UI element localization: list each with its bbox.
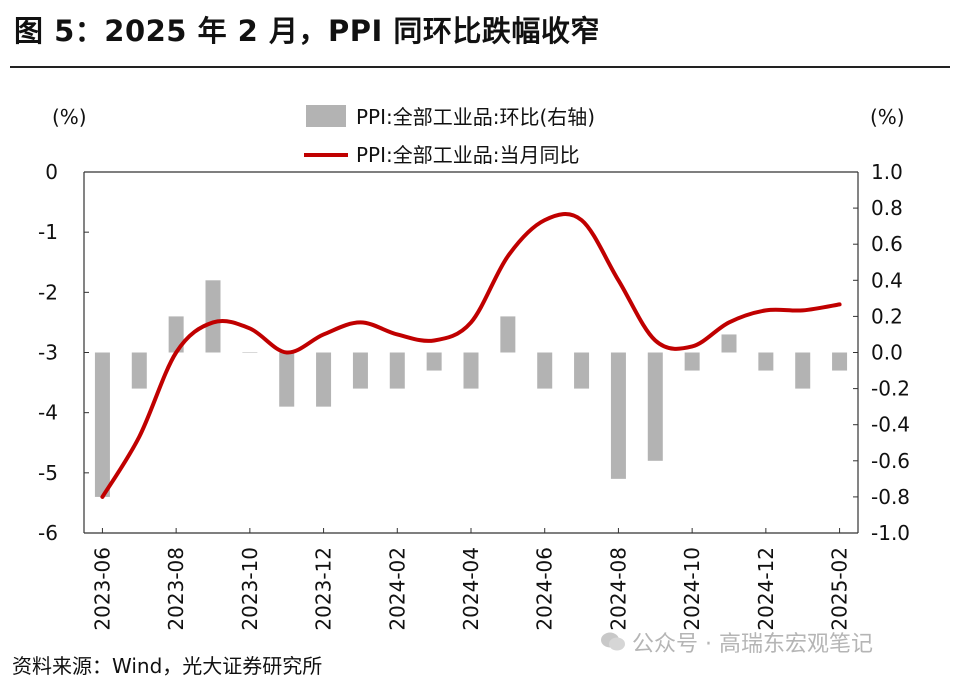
right-tick-label: -0.6 <box>871 449 910 473</box>
right-tick-label: -0.8 <box>871 485 910 509</box>
bar-mom-2024-05 <box>500 316 516 353</box>
bar-mom-2025-01 <box>795 352 811 389</box>
legend-label-mom: PPI:全部工业品:环比(右轴) <box>356 105 595 129</box>
x-tick-label: 2023-10 <box>238 547 262 631</box>
x-tick-label: 2024-12 <box>754 547 778 631</box>
right-tick-label: 0.8 <box>871 196 903 220</box>
left-tick-label: -1 <box>38 220 58 244</box>
x-tick-label: 2024-10 <box>680 547 704 631</box>
wechat-icon <box>600 631 626 653</box>
legend-swatch-mom <box>306 105 346 127</box>
right-tick-label: -0.2 <box>871 377 910 401</box>
bar-mom-2023-12 <box>316 352 332 407</box>
bar-mom-2024-01 <box>352 352 368 389</box>
source-note: 资料来源：Wind，光大证券研究所 <box>12 654 323 678</box>
right-tick-label: 0.6 <box>871 232 903 256</box>
left-tick-label: -6 <box>38 521 58 545</box>
x-tick-label: 2024-06 <box>533 547 557 631</box>
bar-mom-2024-08 <box>610 352 626 479</box>
right-tick-label: 0.0 <box>871 341 903 365</box>
x-tick-label: 2023-06 <box>90 547 114 631</box>
watermark-text: 公众号 · 高瑞东宏观笔记 <box>632 632 873 657</box>
legend-label-yoy: PPI:全部工业品:当月同比 <box>356 143 580 167</box>
bar-mom-2023-09 <box>205 280 221 353</box>
bar-mom-2023-07 <box>131 352 147 389</box>
right-tick-label: 1.0 <box>871 160 903 184</box>
bar-mom-2024-06 <box>537 352 553 389</box>
left-tick-label: -3 <box>38 341 58 365</box>
x-tick-label: 2024-02 <box>385 547 409 631</box>
title-underline <box>10 66 950 68</box>
x-tick-label: 2025-02 <box>828 547 852 631</box>
left-axis-unit-label: (%) <box>52 105 87 129</box>
right-tick-label: 0.4 <box>871 268 903 292</box>
right-tick-label: -0.4 <box>871 413 910 437</box>
bar-mom-2024-11 <box>721 334 737 353</box>
bar-mom-2024-12 <box>758 352 774 371</box>
right-tick-label: -1.0 <box>871 521 910 545</box>
bar-mom-2023-10 <box>242 352 258 353</box>
x-tick-label: 2023-08 <box>164 547 188 631</box>
bar-mom-2024-09 <box>647 352 663 461</box>
bar-mom-2024-10 <box>684 352 700 371</box>
left-tick-label: -5 <box>38 461 58 485</box>
bar-mom-2023-11 <box>279 352 295 407</box>
left-tick-label: -2 <box>38 280 58 304</box>
bar-mom-2023-08 <box>168 316 184 353</box>
bar-mom-2024-02 <box>389 352 405 389</box>
bar-mom-2024-03 <box>426 352 442 371</box>
watermark: 公众号 · 高瑞东宏观笔记 <box>600 626 873 658</box>
right-tick-label: 0.2 <box>871 304 903 328</box>
left-tick-label: 0 <box>45 160 58 184</box>
x-tick-label: 2024-08 <box>606 547 630 631</box>
bar-mom-2024-04 <box>463 352 479 389</box>
bar-mom-2024-07 <box>574 352 590 389</box>
right-axis-unit-label: (%) <box>870 105 905 129</box>
figure-title: 图 5：2025 年 2 月，PPI 同环比跌幅收窄 <box>14 14 600 48</box>
x-tick-label: 2024-04 <box>459 547 483 631</box>
bar-mom-2023-06 <box>94 352 110 497</box>
bar-mom-2025-02 <box>832 352 848 371</box>
x-tick-label: 2023-12 <box>312 547 336 631</box>
left-tick-label: -4 <box>38 401 58 425</box>
